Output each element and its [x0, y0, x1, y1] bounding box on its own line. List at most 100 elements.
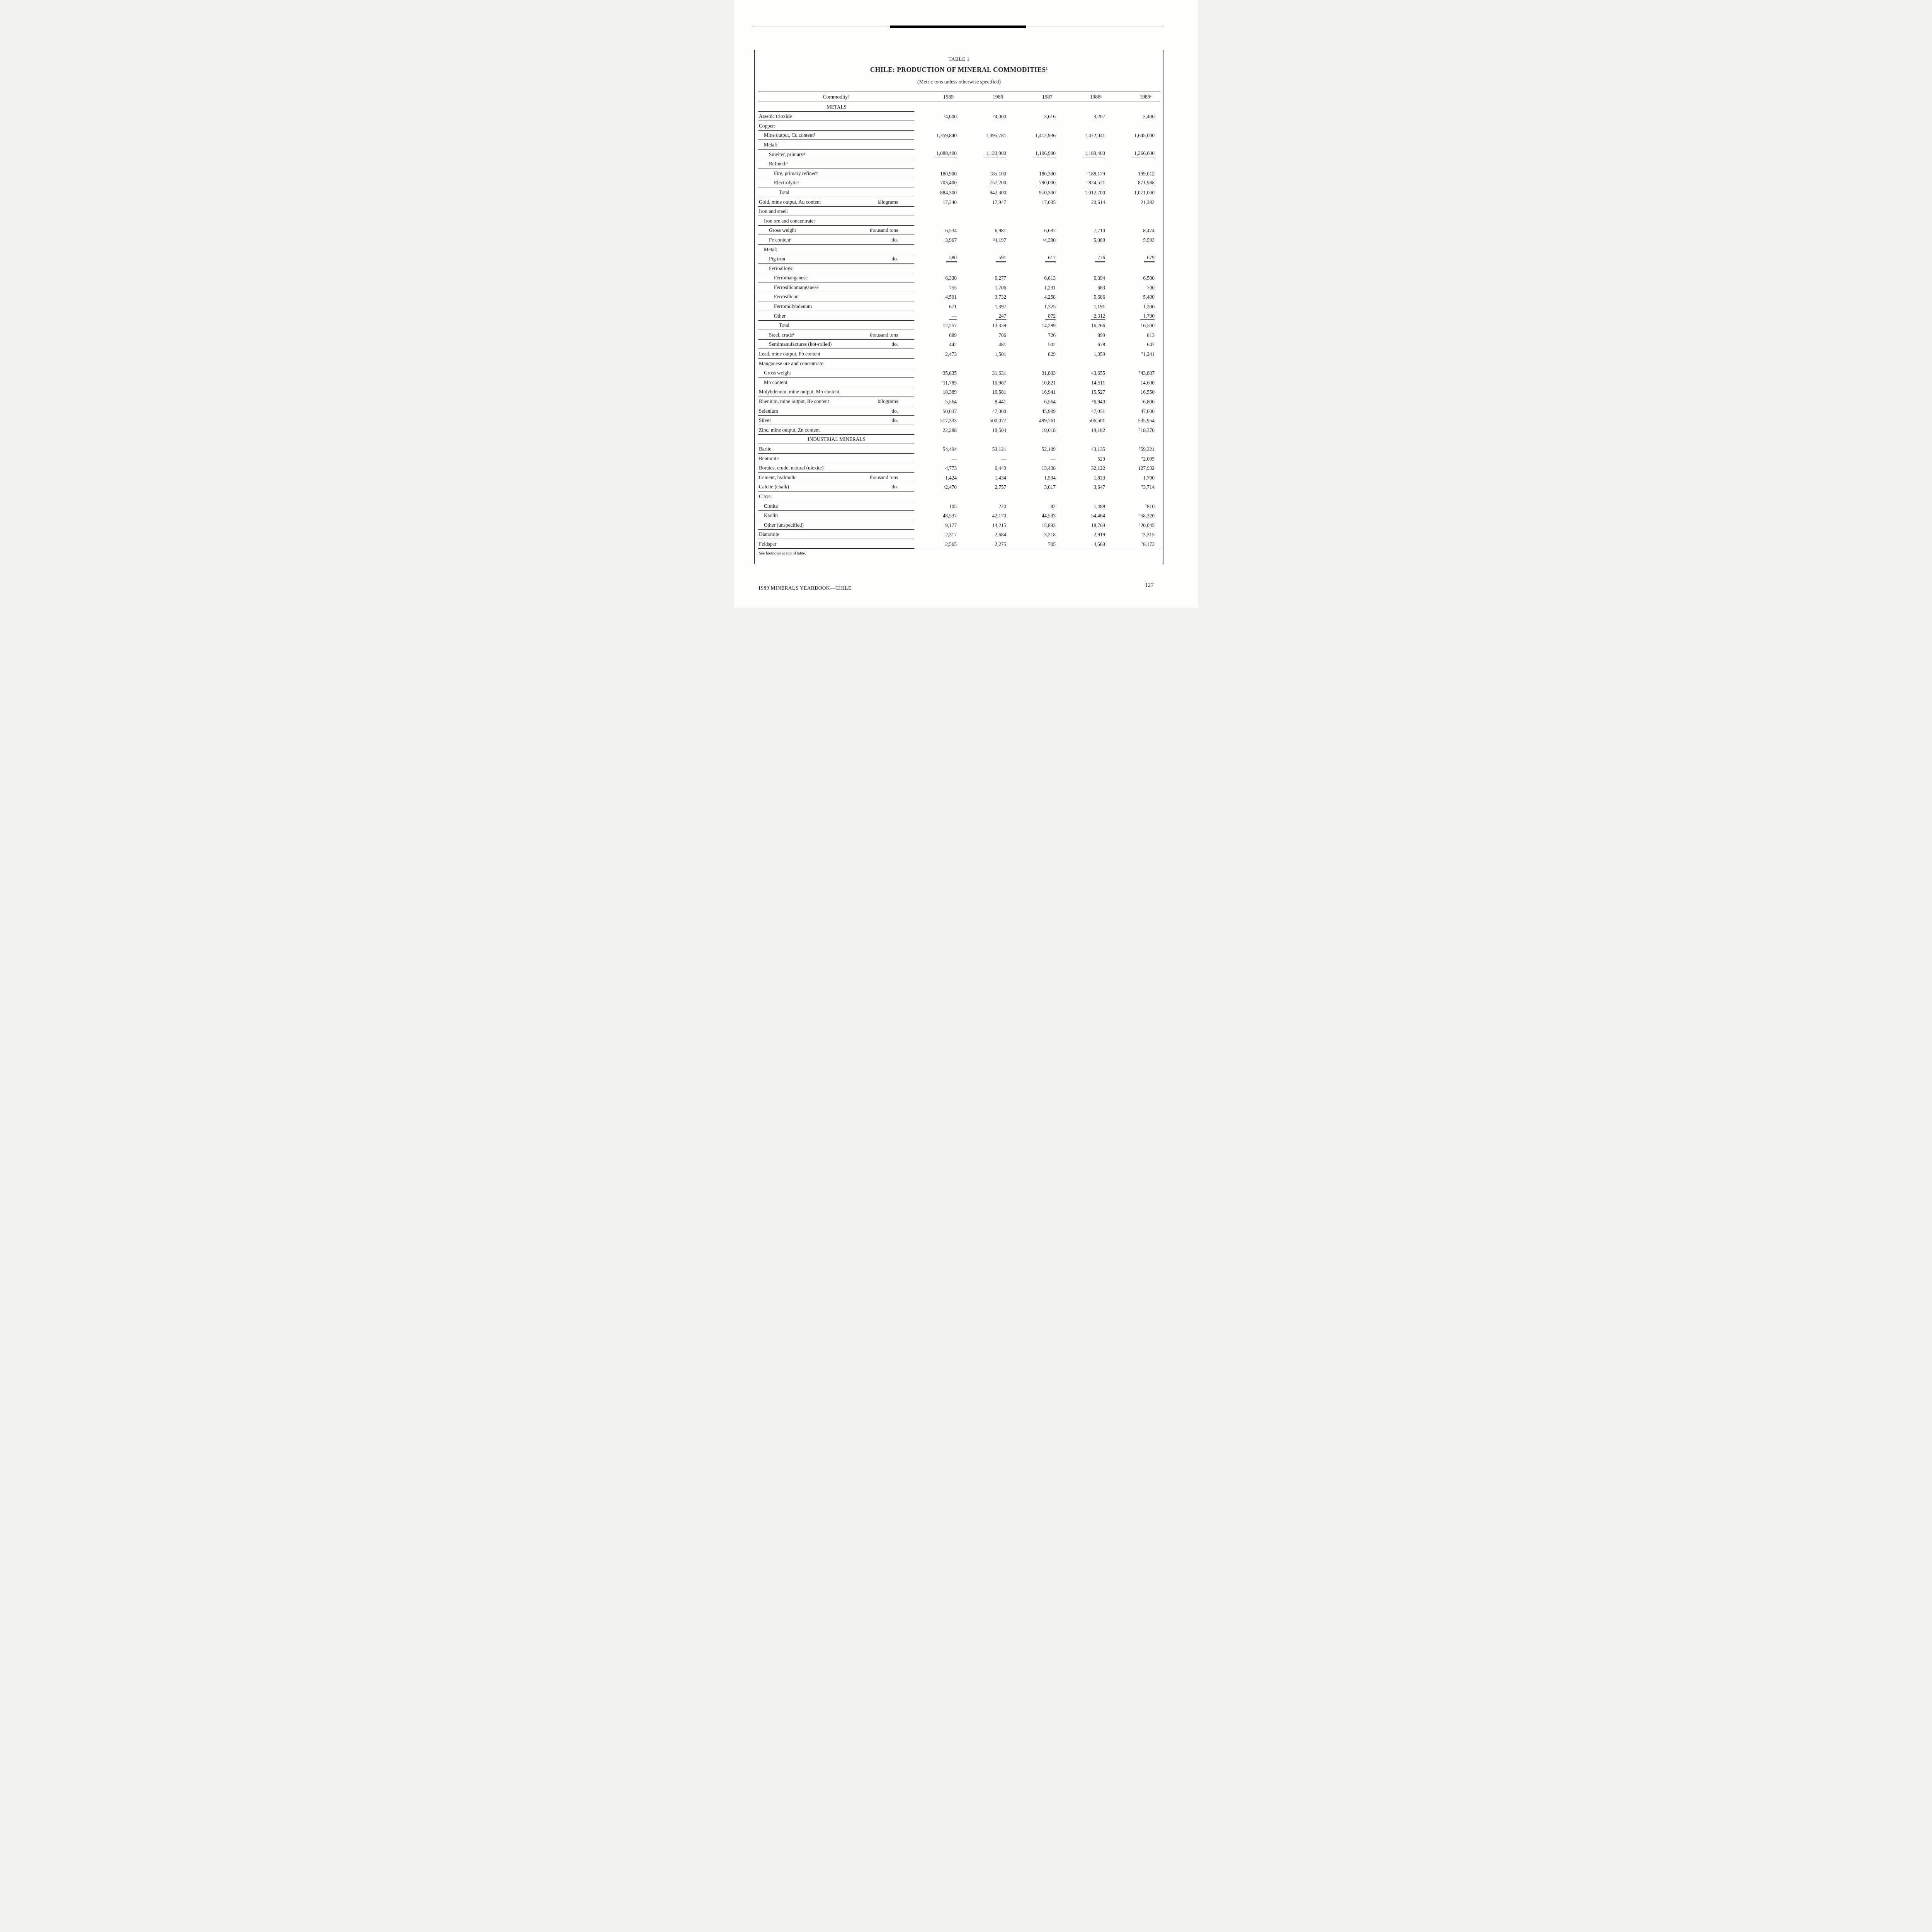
cell-value: 45,909 [1041, 408, 1056, 414]
row-label: Ferromolybdenum [774, 303, 812, 310]
cell-value: ⁷58,320 [1139, 513, 1155, 519]
cell-value: 591 [964, 254, 1013, 264]
cell-value: 2,275 [995, 541, 1006, 547]
cell-value [964, 359, 1013, 368]
cell-value: 1,700 [1112, 311, 1162, 321]
cell-value: 6,981 [995, 228, 1006, 234]
row-label: METALS [827, 104, 847, 110]
cell-value [1063, 207, 1112, 216]
cell-value: 48,537 [942, 513, 957, 519]
row-label-cell: Ferromolybdenum [758, 301, 914, 311]
table-row: Feldspar 2,565 2,275 705 4,569 ⁷8,173 [758, 539, 1160, 549]
cell-value: ⁷3,714 [1141, 484, 1155, 490]
row-label-cell: Selenium do. [758, 406, 914, 416]
column-header-year: 1987 [1042, 94, 1053, 100]
cell-value: 47,051 [1091, 408, 1105, 414]
cell-value: ⁷18,370 [1139, 427, 1155, 433]
cell-value: 1,189,400 [1063, 150, 1112, 159]
row-label: Bentonite [759, 455, 779, 461]
cell-value: 1,645,000 [1134, 133, 1155, 139]
table-row: Gold, mine output, Au content kilograms 17… [758, 197, 1160, 207]
row-label-cell: Gross weight thousand tons [758, 226, 914, 235]
cell-value: 50,037 [942, 408, 957, 414]
table-row: Zinc, mine output, Zn content 22,288 10,50… [758, 425, 1160, 435]
row-unit: do. [891, 341, 898, 347]
cell-value: 871,988 [1112, 178, 1162, 188]
cell-value: 899 [1097, 332, 1105, 338]
cell-value: 105 [949, 503, 957, 509]
row-label-cell: Ferromanganese [758, 273, 914, 283]
cell-value: 1,424 [945, 474, 957, 481]
cell-value: 1,012,700 [1085, 189, 1105, 196]
cell-value: 500,077 [990, 418, 1006, 424]
table-row: Total 12,257 13,359 14,299 16,266 16,500 [758, 321, 1160, 330]
table-row: Ferrosilicon 4,501 3,732 4,258 5,686 5,400 [758, 292, 1160, 302]
row-label-cell: Ferroalloys: [758, 264, 914, 273]
cell-value [964, 207, 1013, 216]
cell-value: 43,655 [1091, 370, 1105, 376]
cell-value: 757,200 [964, 178, 1013, 188]
row-label: Manganese ore and concentrate: [759, 360, 825, 366]
table-row: Calcite (chalk) do. ʳ2,470 2,757 3,017 3,647 ⁷… [758, 482, 1160, 492]
cell-value: 1,395,781 [986, 133, 1006, 139]
cell-value: 529 [1097, 456, 1105, 462]
cell-value [964, 264, 1013, 273]
cell-value: 2,684 [995, 532, 1006, 538]
row-label: Iron and steel: [759, 208, 788, 214]
table-row: Ferromolybdenum 671 1,397 1,325 1,191 1,200 [758, 301, 1160, 311]
row-label-cell: Metal: [758, 245, 914, 254]
cell-value: 1,706 [995, 284, 1006, 291]
row-unit: kilograms [878, 398, 898, 404]
cell-value: 22,288 [942, 427, 957, 433]
cell-value: 7,710 [1094, 228, 1105, 234]
row-label-cell: Ferrosilicon [758, 292, 914, 302]
cell-value: 706 [998, 332, 1006, 338]
row-label: Arsenic trioxide [759, 113, 792, 119]
row-label: Ferromanganese [774, 275, 808, 281]
cell-value [914, 121, 964, 131]
row-label: Gross weight [764, 370, 791, 376]
table-row: Bentonite — — — 529 ⁷2,005 [758, 454, 1160, 463]
row-label-cell: Kaolin [758, 511, 914, 520]
cell-value [1112, 207, 1162, 216]
cell-value: 678 [1097, 342, 1105, 348]
table-row: Ferrosilicomanganese 755 1,706 1,231 683 700 [758, 282, 1160, 292]
column-header-year: 1988ᵖ [1090, 94, 1102, 100]
cell-value: — [951, 456, 957, 462]
cell-value [1013, 435, 1063, 444]
table-row: Metal: [758, 140, 1160, 150]
cell-value: 6,394 [1094, 275, 1105, 281]
cell-value: 647 [1147, 342, 1155, 348]
cell-value: 1,594 [1044, 474, 1056, 481]
cell-value [1013, 102, 1063, 112]
cell-value: 6,277 [995, 275, 1006, 281]
cell-value [964, 159, 1013, 169]
cell-value: 21,382 [1140, 199, 1155, 205]
cell-value: 54,494 [942, 446, 957, 452]
cell-value: 506,501 [1088, 418, 1105, 424]
cell-value [1013, 216, 1063, 226]
page-number: 127 [1145, 582, 1154, 588]
cell-value [1112, 245, 1162, 254]
cell-value: 31,803 [1041, 370, 1056, 376]
row-label-cell: Barite [758, 444, 914, 454]
section-header-row: METALS [758, 102, 1160, 112]
cell-value: 17,240 [942, 199, 957, 205]
row-label-cell: Fire, primary refinedᵉ [758, 168, 914, 178]
cell-value: 617 [1013, 254, 1063, 264]
row-unit: do. [891, 256, 898, 262]
cell-value: ³4,197 [993, 237, 1006, 243]
cell-value: 1,231 [1044, 284, 1056, 291]
row-label-cell: Calcite (chalk) do. [758, 482, 914, 492]
cell-value: 18,389 [942, 389, 957, 395]
cell-value: ᵉ6,800 [1141, 399, 1155, 405]
cell-value: 703,400 [914, 178, 964, 188]
row-label-cell: Total [758, 187, 914, 197]
row-label: Pig iron [769, 256, 786, 262]
cell-value: 671 [949, 304, 957, 310]
cell-value: 3,017 [1044, 484, 1056, 490]
cell-value: 220 [998, 503, 1006, 509]
row-label-cell: Iron ore and concentrate: [758, 216, 914, 226]
cell-value [1063, 140, 1112, 150]
cell-value: 2,312 [1063, 311, 1112, 321]
